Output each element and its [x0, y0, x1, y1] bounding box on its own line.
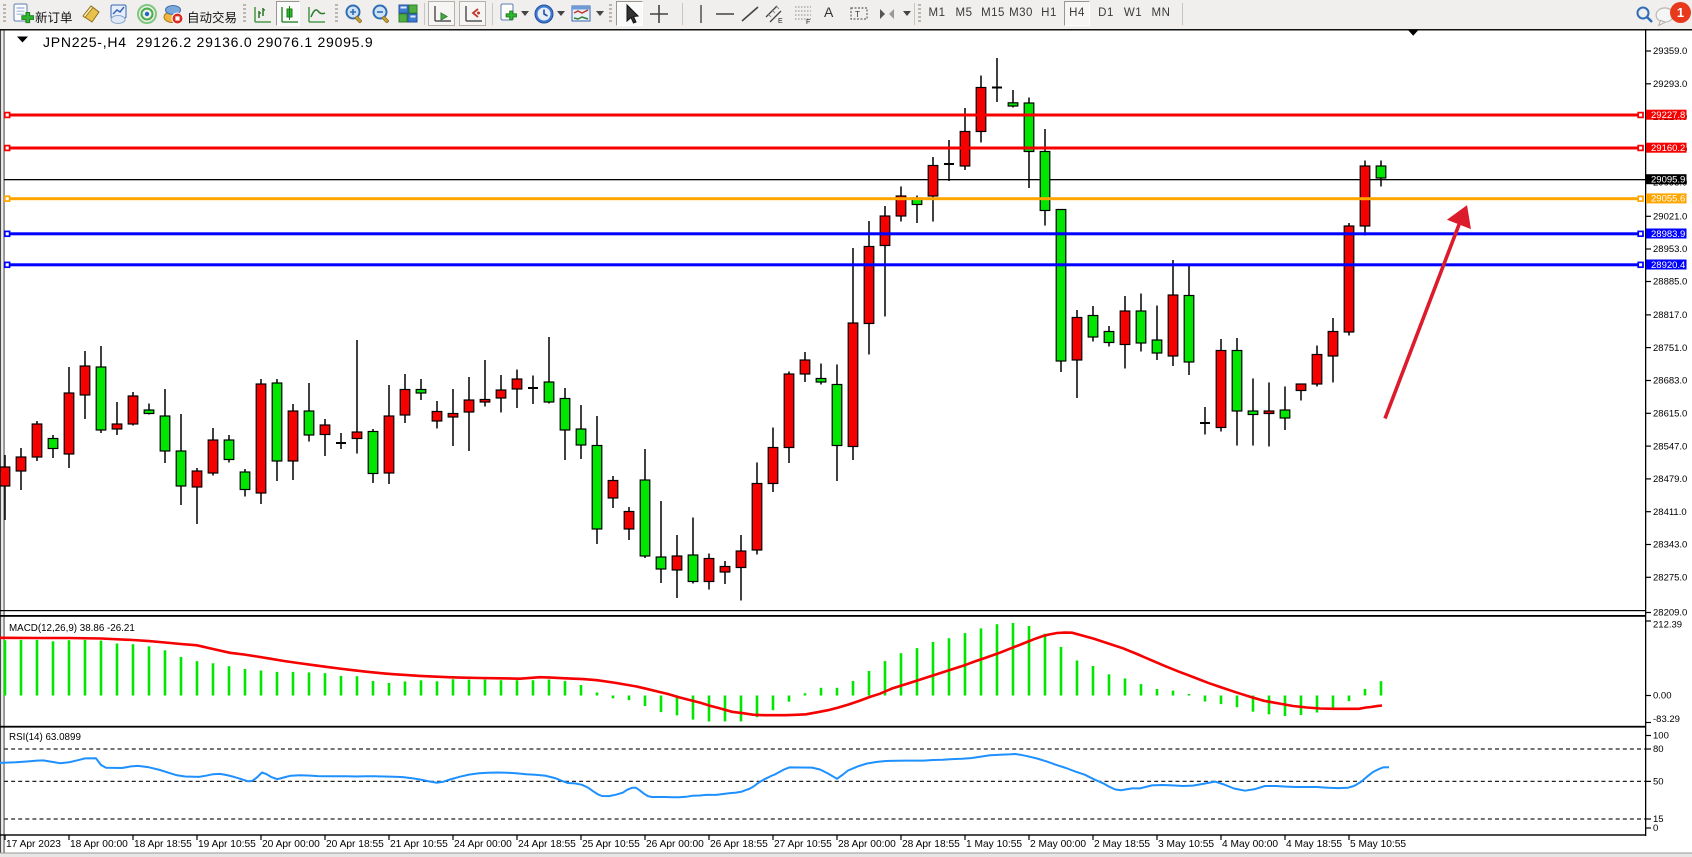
svg-text:29227.8: 29227.8 — [1651, 110, 1685, 121]
svg-text:F: F — [806, 19, 810, 25]
svg-text:18 Apr 00:00: 18 Apr 00:00 — [70, 839, 128, 850]
svg-text:28615.0: 28615.0 — [1653, 409, 1687, 420]
svg-text:26 Apr 18:55: 26 Apr 18:55 — [710, 839, 768, 850]
svg-text:-83.29: -83.29 — [1653, 714, 1680, 725]
svg-text:28817.0: 28817.0 — [1653, 310, 1687, 321]
svg-text:19 Apr 10:55: 19 Apr 10:55 — [198, 839, 256, 850]
svg-text:T: T — [855, 10, 860, 19]
svg-text:29293.0: 29293.0 — [1653, 79, 1687, 90]
svg-text:28 Apr 00:00: 28 Apr 00:00 — [838, 839, 896, 850]
svg-text:80: 80 — [1653, 744, 1664, 755]
svg-text:29055.6: 29055.6 — [1651, 194, 1685, 205]
svg-text:28920.4: 28920.4 — [1651, 260, 1685, 271]
svg-text:29021.0: 29021.0 — [1653, 212, 1687, 223]
svg-text:4 May 18:55: 4 May 18:55 — [1286, 839, 1342, 850]
svg-text:28547.0: 28547.0 — [1653, 441, 1687, 452]
svg-text:MACD(12,26,9) 38.86 -26.21: MACD(12,26,9) 38.86 -26.21 — [9, 623, 135, 634]
svg-text:24 Apr 18:55: 24 Apr 18:55 — [518, 839, 576, 850]
svg-text:212.39: 212.39 — [1653, 620, 1682, 631]
svg-text:27 Apr 10:55: 27 Apr 10:55 — [774, 839, 832, 850]
svg-text:20 Apr 18:55: 20 Apr 18:55 — [326, 839, 384, 850]
svg-text:29160.2: 29160.2 — [1651, 143, 1685, 154]
svg-text:2 May 18:55: 2 May 18:55 — [1094, 839, 1150, 850]
svg-text:28 Apr 18:55: 28 Apr 18:55 — [902, 839, 960, 850]
svg-text:18 Apr 18:55: 18 Apr 18:55 — [134, 839, 192, 850]
svg-text:28209.0: 28209.0 — [1653, 608, 1687, 619]
svg-text:29359.0: 29359.0 — [1653, 46, 1687, 57]
svg-text:28479.0: 28479.0 — [1653, 474, 1687, 485]
svg-text:26 Apr 00:00: 26 Apr 00:00 — [646, 839, 704, 850]
svg-text:28983.9: 28983.9 — [1651, 229, 1685, 240]
svg-text:28751.0: 28751.0 — [1653, 343, 1687, 354]
svg-text:28885.0: 28885.0 — [1653, 277, 1687, 288]
svg-text:28275.0: 28275.0 — [1653, 573, 1687, 584]
svg-text:JPN225-,H4 29126.2 29136.0 29: JPN225-,H4 29126.2 29136.0 29076.1 29095… — [43, 34, 373, 50]
svg-text:1 May 10:55: 1 May 10:55 — [966, 839, 1022, 850]
svg-text:E: E — [778, 18, 783, 25]
svg-text:0: 0 — [1653, 823, 1658, 834]
svg-text:28953.0: 28953.0 — [1653, 244, 1687, 255]
svg-text:28411.0: 28411.0 — [1653, 507, 1687, 518]
svg-text:17 Apr 2023: 17 Apr 2023 — [6, 839, 61, 850]
svg-text:25 Apr 10:55: 25 Apr 10:55 — [582, 839, 640, 850]
svg-text:24 Apr 00:00: 24 Apr 00:00 — [454, 839, 512, 850]
svg-text:20 Apr 00:00: 20 Apr 00:00 — [262, 839, 320, 850]
svg-text:2 May 00:00: 2 May 00:00 — [1030, 839, 1086, 850]
svg-text:21 Apr 10:55: 21 Apr 10:55 — [390, 839, 448, 850]
svg-text:5 May 10:55: 5 May 10:55 — [1350, 839, 1406, 850]
svg-text:28343.0: 28343.0 — [1653, 540, 1687, 551]
svg-text:4 May 00:00: 4 May 00:00 — [1222, 839, 1278, 850]
svg-text:29095.9: 29095.9 — [1651, 175, 1685, 186]
svg-text:3 May 10:55: 3 May 10:55 — [1158, 839, 1214, 850]
svg-text:0.00: 0.00 — [1653, 691, 1672, 702]
svg-text:100: 100 — [1653, 731, 1669, 742]
svg-text:RSI(14) 63.0899: RSI(14) 63.0899 — [9, 732, 81, 743]
svg-text:50: 50 — [1653, 777, 1664, 788]
svg-text:15: 15 — [1653, 814, 1664, 825]
svg-text:28683.0: 28683.0 — [1653, 376, 1687, 387]
